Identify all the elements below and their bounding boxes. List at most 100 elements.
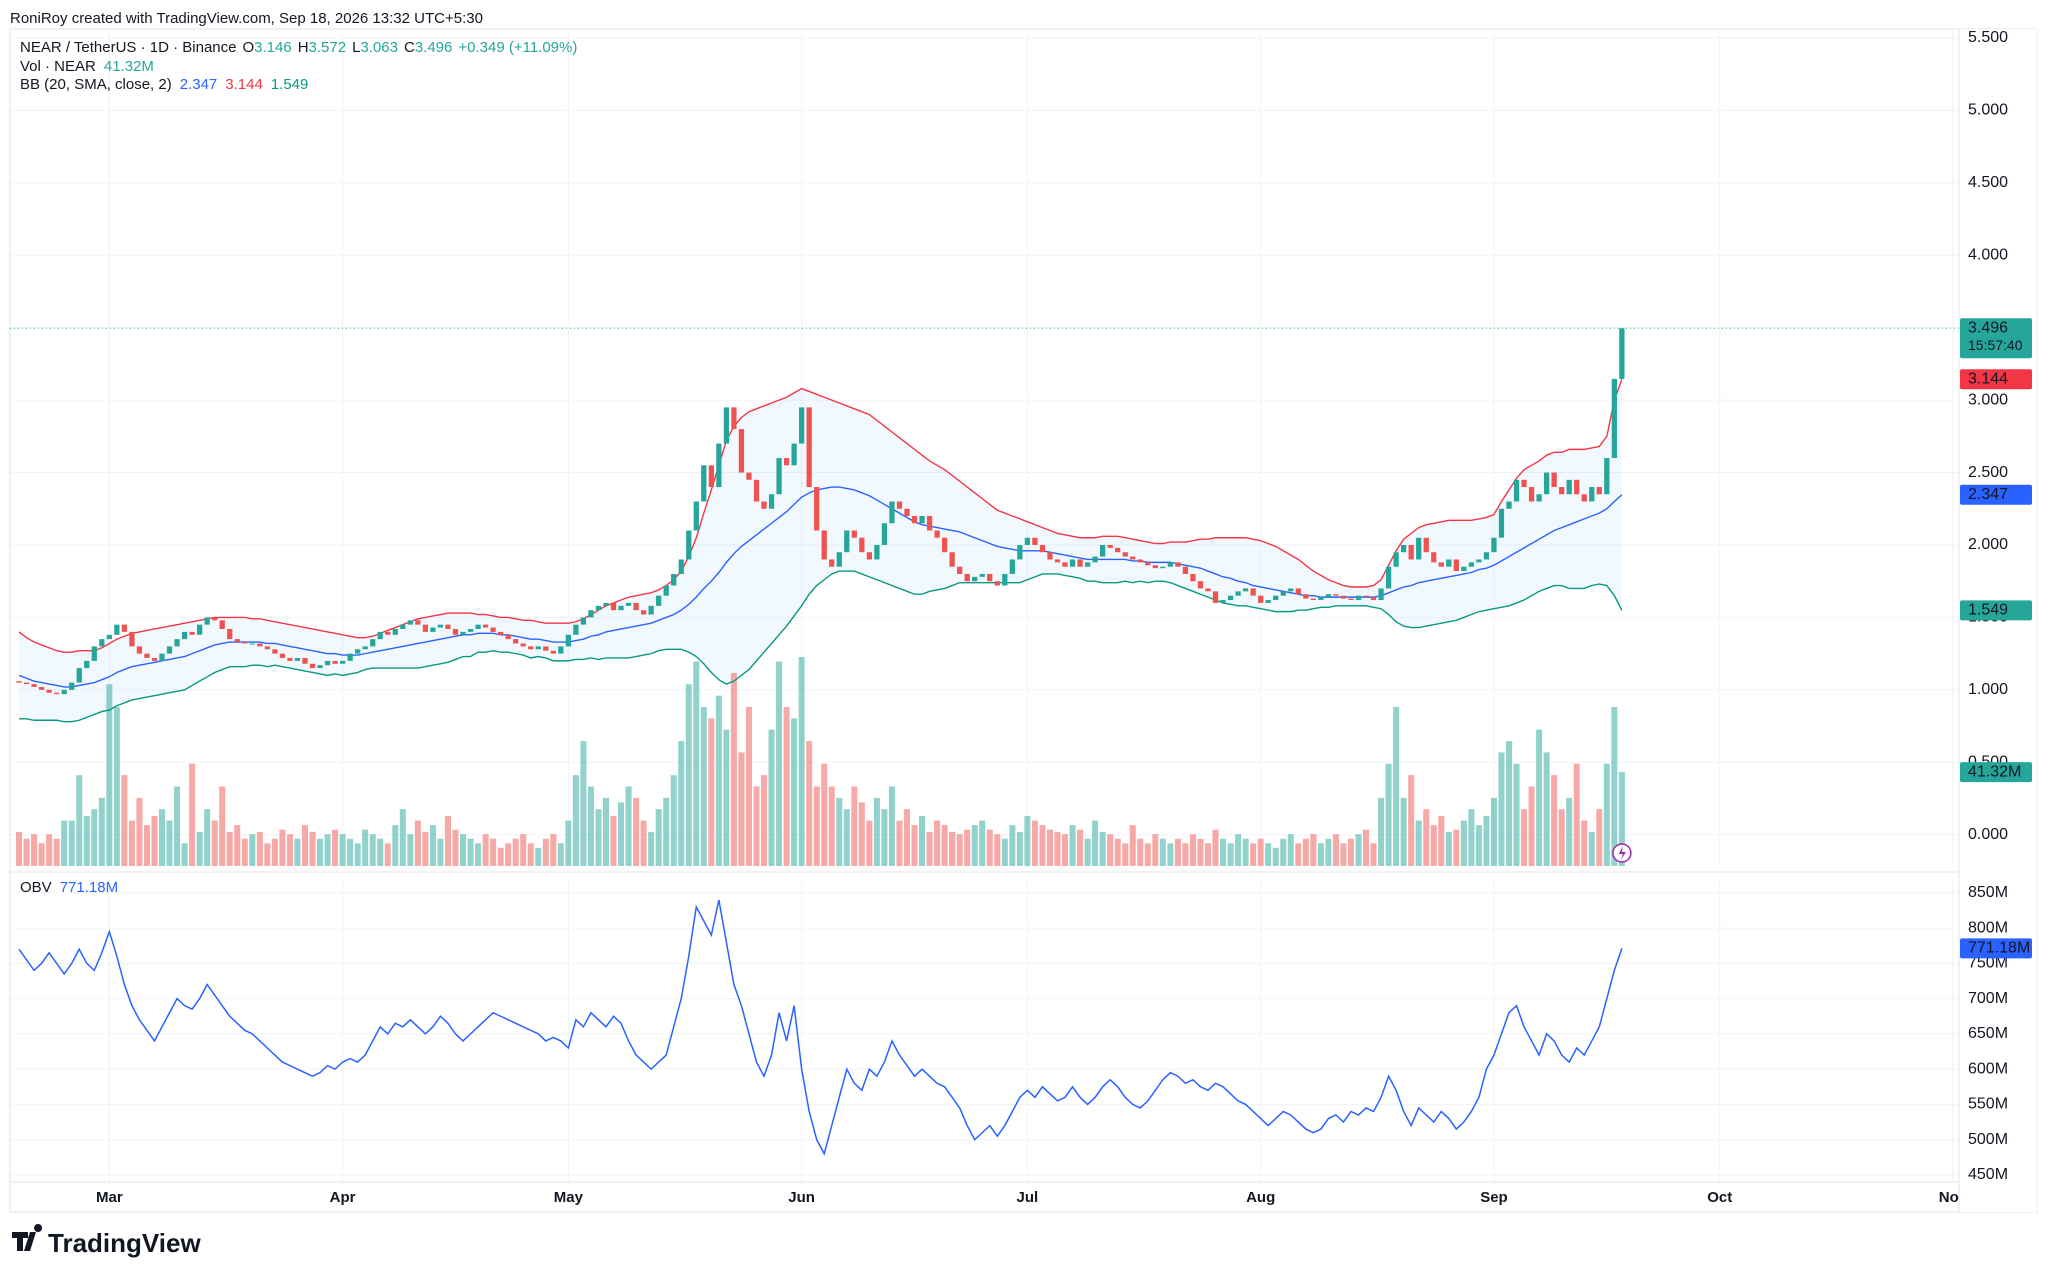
volume-bar	[429, 825, 436, 866]
candle	[618, 605, 624, 611]
candle	[859, 537, 865, 553]
volume-bar	[663, 797, 670, 866]
volume-bar	[964, 829, 971, 866]
volume-bar	[46, 834, 53, 866]
candle	[1303, 594, 1309, 599]
candle	[1258, 595, 1264, 603]
candle	[1363, 595, 1369, 598]
volume-bar	[482, 834, 489, 866]
brand-logo	[12, 1224, 43, 1251]
volume-bar	[354, 843, 361, 866]
candle	[693, 501, 699, 531]
volume-bar	[294, 838, 301, 866]
volume-bar	[505, 843, 512, 866]
volume-bar	[1212, 829, 1219, 866]
candle	[114, 624, 120, 635]
bb-lower-tag-box	[1960, 600, 2032, 621]
volume-bar	[1490, 797, 1497, 866]
volume-bar	[1445, 831, 1452, 866]
candle	[219, 620, 225, 629]
y-tick-label: 0.000	[1968, 826, 2008, 843]
x-tick-label: Apr	[330, 1189, 356, 1206]
volume-bar	[16, 831, 23, 866]
volume-bar	[324, 834, 331, 866]
volume-bar	[911, 825, 918, 866]
volume-bar	[1137, 838, 1144, 866]
last-price-tag-box	[1960, 318, 2032, 359]
volume-bar	[1310, 834, 1317, 866]
candle	[1596, 487, 1602, 495]
candle	[919, 516, 925, 524]
volume-bar	[693, 661, 700, 866]
volume-bar	[618, 802, 625, 866]
volume-bar	[1295, 843, 1302, 866]
legend: BB (20, SMA, close, 2) 2.347 3.144 1.549	[20, 76, 308, 93]
candle	[994, 581, 1000, 586]
right-axis: 0.0000.5001.0001.5002.0002.5003.0003.500…	[1958, 29, 2037, 1212]
volume-bar	[1393, 706, 1400, 866]
candle	[1528, 487, 1535, 502]
volume-bar	[1453, 829, 1460, 866]
volume-bar	[1250, 843, 1257, 866]
volume-bar	[813, 786, 820, 866]
volume-bar	[76, 775, 83, 866]
volume-bar	[490, 838, 497, 866]
candle	[528, 646, 534, 650]
x-tick-label: Jul	[1017, 1189, 1039, 1206]
candle	[1401, 544, 1407, 553]
candle	[227, 628, 233, 640]
volume-bar	[241, 838, 248, 866]
candle	[437, 624, 444, 628]
candle	[196, 624, 203, 635]
volume-bar	[768, 729, 775, 866]
x-tick-label: Aug	[1246, 1189, 1275, 1206]
candle	[723, 407, 730, 444]
candle	[874, 544, 880, 560]
volume-bar	[1483, 816, 1490, 866]
candle	[746, 472, 752, 480]
volume-bar	[730, 672, 737, 866]
volume-bar	[1024, 816, 1031, 866]
volume-bar	[881, 809, 888, 866]
volume-bar	[791, 718, 798, 866]
y-tick-label: 5.000	[1968, 102, 2008, 119]
candle	[362, 646, 368, 650]
volume-bar	[633, 797, 640, 866]
volume-bar	[1536, 729, 1543, 866]
volume-bar	[414, 820, 421, 866]
volume-bar	[1016, 831, 1023, 866]
volume-bar	[1581, 820, 1588, 866]
volume-bar	[1046, 829, 1053, 866]
volume-bar	[1220, 838, 1227, 866]
candle	[761, 501, 767, 509]
volume-bar	[685, 684, 692, 866]
volume-bar	[61, 820, 68, 866]
candle	[1167, 562, 1174, 567]
candle	[716, 443, 722, 488]
volume-bar	[113, 706, 120, 866]
candle	[1438, 562, 1444, 567]
volume-bar	[174, 786, 181, 866]
candle	[648, 605, 654, 615]
volume-bar	[587, 786, 594, 866]
volume-bar	[211, 820, 218, 866]
candle	[1235, 591, 1241, 596]
volume-bar	[1573, 763, 1580, 866]
x-tick-label: May	[554, 1189, 584, 1206]
candle	[1574, 479, 1580, 495]
candle	[768, 494, 775, 509]
volume-bar	[903, 809, 911, 866]
candle	[972, 576, 978, 582]
candle	[1581, 494, 1587, 502]
legend-item: 3.496	[415, 39, 453, 56]
volume-bar	[1505, 741, 1513, 866]
candle	[136, 646, 143, 654]
candle	[1461, 566, 1467, 572]
volume-bar	[648, 831, 655, 866]
volume-bar	[851, 786, 858, 866]
volume-bar	[1551, 775, 1558, 866]
volume-bar	[753, 786, 760, 866]
candle	[69, 682, 75, 690]
volume-bar	[1174, 838, 1181, 866]
